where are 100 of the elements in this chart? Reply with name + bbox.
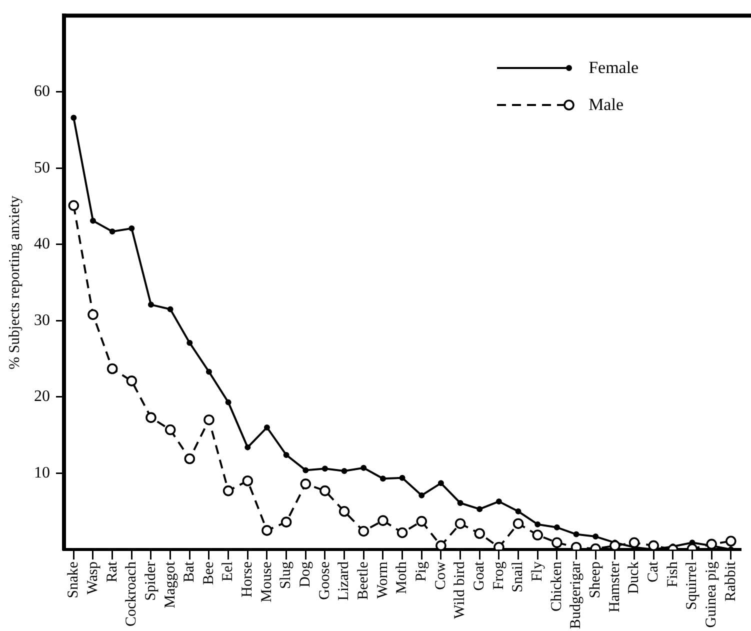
x-tick-label: Worm bbox=[374, 561, 391, 599]
point bbox=[573, 531, 580, 538]
x-tick-label: Bat bbox=[182, 560, 198, 582]
point bbox=[242, 475, 254, 486]
x-tick-label: Maggot bbox=[162, 560, 178, 608]
point bbox=[396, 527, 408, 538]
point bbox=[225, 399, 232, 406]
point bbox=[146, 412, 156, 423]
point bbox=[320, 485, 330, 496]
point bbox=[300, 478, 312, 490]
point bbox=[222, 485, 234, 496]
point bbox=[164, 424, 176, 436]
point bbox=[88, 309, 98, 320]
point bbox=[167, 306, 174, 312]
x-tick-label: Chicken bbox=[548, 561, 565, 612]
point bbox=[436, 540, 446, 550]
point bbox=[322, 466, 328, 472]
point bbox=[416, 516, 428, 527]
x-tick-label: Horse bbox=[240, 561, 256, 598]
point bbox=[283, 452, 290, 458]
y-tick-label: 40 bbox=[34, 236, 50, 253]
point bbox=[148, 302, 154, 308]
point bbox=[244, 444, 251, 450]
point bbox=[109, 228, 116, 234]
x-tick-label: Cockroach bbox=[124, 561, 140, 627]
point bbox=[68, 200, 80, 211]
point bbox=[438, 480, 444, 486]
point bbox=[726, 536, 736, 547]
y-tick-label: 50 bbox=[34, 159, 50, 176]
point bbox=[341, 468, 348, 474]
point bbox=[184, 453, 196, 464]
point bbox=[262, 525, 272, 536]
point bbox=[302, 467, 309, 474]
x-tick-label: Eel bbox=[220, 562, 236, 582]
x-tick-label: Beetle bbox=[356, 561, 372, 600]
point bbox=[494, 542, 504, 550]
x-tick-label: Snake bbox=[66, 561, 82, 598]
x-tick-label: Budgerigar bbox=[568, 562, 584, 630]
point bbox=[358, 526, 370, 537]
point bbox=[534, 521, 541, 528]
point bbox=[206, 368, 212, 375]
x-tick-label: Rat bbox=[104, 560, 120, 582]
point bbox=[610, 540, 620, 550]
x-tick-label: Cow bbox=[432, 561, 449, 590]
x-tick-label: Wasp bbox=[84, 562, 101, 594]
x-tick-label: Pig bbox=[414, 561, 430, 582]
point bbox=[418, 492, 425, 498]
x-tick-label: Rabbit bbox=[722, 560, 739, 602]
point bbox=[554, 524, 560, 530]
x-tick-label: Bee bbox=[200, 561, 217, 585]
point bbox=[264, 424, 270, 430]
point bbox=[399, 474, 406, 481]
x-tick-label: Lizard bbox=[336, 561, 352, 601]
point bbox=[515, 508, 522, 514]
x-tick-label: Spider bbox=[142, 562, 159, 601]
point bbox=[532, 530, 544, 540]
x-tick-label: Goose bbox=[316, 561, 333, 600]
point bbox=[476, 506, 483, 512]
point bbox=[280, 516, 292, 528]
y-tick-label: 60 bbox=[34, 83, 50, 100]
point bbox=[378, 515, 388, 526]
point bbox=[454, 518, 466, 529]
point bbox=[338, 506, 350, 517]
point bbox=[628, 537, 640, 548]
point bbox=[592, 534, 599, 540]
point bbox=[552, 537, 562, 548]
x-tick-label: Duck bbox=[626, 561, 642, 594]
point bbox=[648, 540, 659, 550]
point bbox=[457, 500, 464, 506]
x-tick-label: Frog bbox=[490, 561, 507, 590]
point bbox=[186, 340, 193, 346]
x-tick-label: Fish bbox=[664, 561, 681, 588]
x-tick-label: Moth bbox=[394, 561, 410, 594]
point bbox=[512, 518, 524, 529]
x-tick-label: Snail bbox=[510, 562, 526, 592]
x-tick-label: Dog bbox=[298, 561, 314, 588]
y-tick-label: 30 bbox=[34, 312, 50, 329]
y-axis-title: % Subjects reporting anxiety bbox=[6, 195, 23, 370]
point bbox=[106, 363, 118, 374]
legend-label: Male bbox=[588, 95, 624, 116]
point bbox=[570, 542, 582, 550]
x-tick-label: Mouse bbox=[258, 561, 275, 602]
point bbox=[380, 476, 386, 482]
y-tick-label: 10 bbox=[34, 464, 50, 482]
x-tick-label: Cat bbox=[646, 560, 662, 582]
x-tick-label: Slug bbox=[278, 561, 294, 590]
point bbox=[474, 528, 486, 539]
point bbox=[496, 498, 502, 504]
x-tick-label: Guinea pig bbox=[704, 561, 720, 628]
x-tick-label: Fly bbox=[530, 561, 546, 582]
point bbox=[360, 464, 367, 471]
y-tick-label: 20 bbox=[34, 388, 50, 406]
point bbox=[70, 114, 77, 121]
legend-label: Female bbox=[588, 58, 639, 78]
x-tick-label: Wild bird bbox=[452, 561, 468, 619]
point bbox=[128, 225, 135, 232]
x-tick-label: Hamster bbox=[606, 562, 623, 612]
x-tick-label: Squirrel bbox=[684, 562, 700, 610]
point bbox=[90, 218, 96, 224]
x-tick-label: Sheep bbox=[588, 562, 604, 598]
